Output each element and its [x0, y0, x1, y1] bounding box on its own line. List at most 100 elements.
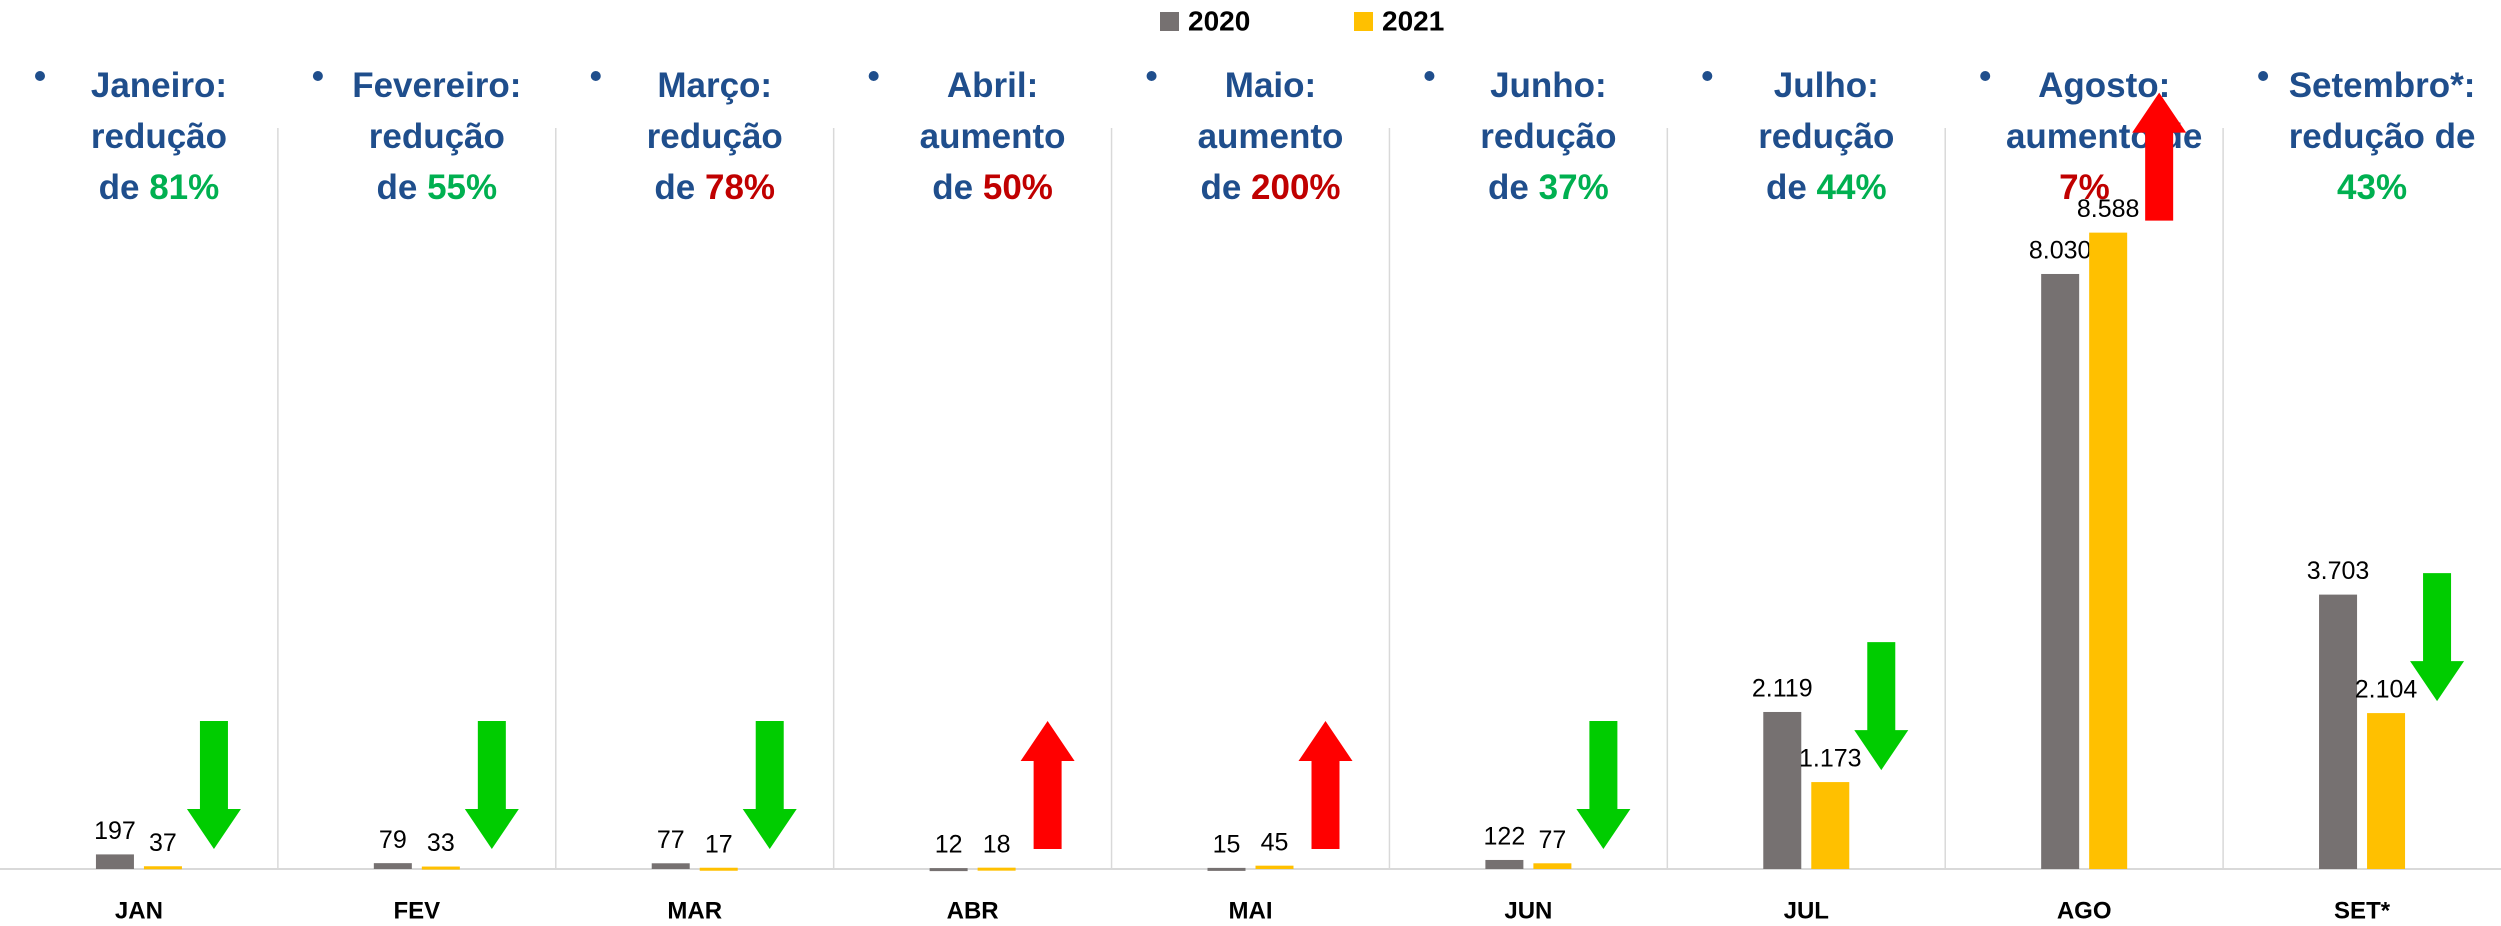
annotation-line: Abril:	[947, 66, 1038, 105]
value-label: 2.119	[1752, 675, 1813, 703]
annotation-percent: 200%	[1251, 168, 1341, 207]
arrow	[1298, 721, 1353, 849]
value-label: 122	[1484, 823, 1526, 851]
bullet	[1702, 71, 1713, 81]
annotation-space	[139, 168, 149, 207]
annotation: Fevereiro: redução de 55%	[352, 66, 521, 207]
annotation-percent: 7%	[2059, 168, 2110, 207]
annotation-space	[1529, 168, 1539, 207]
value-label: 197	[94, 817, 136, 845]
arrow	[464, 721, 519, 849]
annotation-percent: 43%	[2337, 168, 2407, 207]
bullet	[868, 71, 879, 81]
value-label: 77	[1538, 826, 1566, 854]
value-label: 17	[705, 830, 733, 858]
annotation-percent: 78%	[705, 168, 775, 207]
annotation: Janeiro: redução de 81%	[91, 66, 227, 207]
bar	[1763, 711, 1802, 869]
arrow	[1020, 721, 1075, 849]
bar	[143, 866, 182, 870]
bar	[1207, 867, 1246, 871]
x-tick-label: JUN	[1504, 897, 1552, 924]
annotation-line: aumento	[1198, 117, 1344, 156]
bar	[373, 863, 412, 869]
x-tick-label: ABR	[947, 897, 999, 924]
value-label: 18	[983, 830, 1011, 858]
x-tick-label: AGO	[2057, 897, 2112, 924]
annotation-line: Maio:	[1225, 66, 1316, 105]
annotation-space	[1807, 168, 1817, 207]
bar	[2367, 713, 2406, 869]
value-label: 45	[1261, 828, 1289, 856]
annotation-line: Março:	[657, 66, 772, 105]
annotation-space	[417, 168, 427, 207]
x-tick-label: MAR	[667, 897, 722, 924]
value-label: 79	[379, 826, 407, 854]
x-tick-label: JAN	[115, 897, 163, 924]
annotation-line: aumento	[920, 117, 1066, 156]
bullet	[312, 71, 323, 81]
bar	[2041, 273, 2080, 869]
value-label: 1.173	[1799, 745, 1862, 773]
bar	[1811, 782, 1850, 869]
annotation-line: de	[1488, 168, 1529, 207]
bar	[2319, 594, 2358, 869]
legend-swatch	[1160, 12, 1179, 31]
value-label: 37	[149, 829, 177, 857]
legend-label: 2021	[1382, 5, 1444, 36]
bullet	[590, 71, 601, 81]
bullet	[2258, 71, 2269, 81]
annotation-line: de	[1200, 168, 1241, 207]
annotation-line: redução	[1758, 117, 1894, 156]
annotation-line: Junho:	[1490, 66, 1607, 105]
bar	[977, 867, 1016, 871]
value-label: 15	[1213, 830, 1241, 858]
value-label: 2.104	[2355, 676, 2418, 704]
annotation-line: Julho:	[1774, 66, 1879, 105]
value-label: 3.703	[2307, 557, 2370, 585]
annotation-percent: 44%	[1817, 168, 1887, 207]
x-tick-label: JUL	[1784, 897, 1829, 924]
bar	[1255, 865, 1294, 869]
annotation: Julho: redução de 44%	[1758, 66, 1894, 207]
bullet	[1146, 71, 1157, 81]
annotation-percent: 81%	[149, 168, 219, 207]
annotation: Abril: aumento de 50%	[920, 66, 1066, 207]
annotation-space	[973, 168, 983, 207]
annotation-line: redução	[1480, 117, 1616, 156]
value-label: 77	[657, 826, 685, 854]
bar	[2089, 232, 2128, 869]
annotation-space	[695, 168, 705, 207]
annotation-percent: 37%	[1539, 168, 1609, 207]
arrow	[186, 721, 241, 849]
value-label: 8.588	[2077, 195, 2140, 223]
bar	[929, 868, 968, 872]
arrow	[2132, 92, 2187, 221]
annotation-line: redução	[647, 117, 783, 156]
annotation-line: redução	[369, 117, 505, 156]
annotation-line: Setembro*:	[2289, 66, 2476, 105]
value-label: 33	[427, 829, 455, 857]
arrow	[742, 721, 797, 849]
x-tick-label: FEV	[393, 897, 440, 924]
annotation: Setembro*: redução de 43%	[2289, 66, 2476, 207]
bar	[1533, 863, 1572, 869]
annotation-percent: 55%	[427, 168, 497, 207]
x-tick-label: MAI	[1229, 897, 1273, 924]
annotation-line: Fevereiro:	[352, 66, 521, 105]
annotation: Maio: aumento de 200%	[1198, 66, 1344, 207]
x-tick-label: SET*	[2334, 897, 2391, 924]
annotation-space	[1241, 168, 1251, 207]
annotation-line: Agosto:	[2038, 66, 2170, 105]
annotation-percent: 50%	[983, 168, 1053, 207]
annotation-line: de	[99, 168, 140, 207]
bullet	[35, 71, 45, 81]
annotation-line: Janeiro:	[91, 66, 227, 105]
legend-label: 2020	[1188, 5, 1250, 36]
bar	[95, 854, 134, 869]
bar	[651, 863, 690, 869]
bar	[699, 867, 738, 871]
bar	[1485, 859, 1524, 869]
annotation-line: redução	[91, 117, 227, 156]
